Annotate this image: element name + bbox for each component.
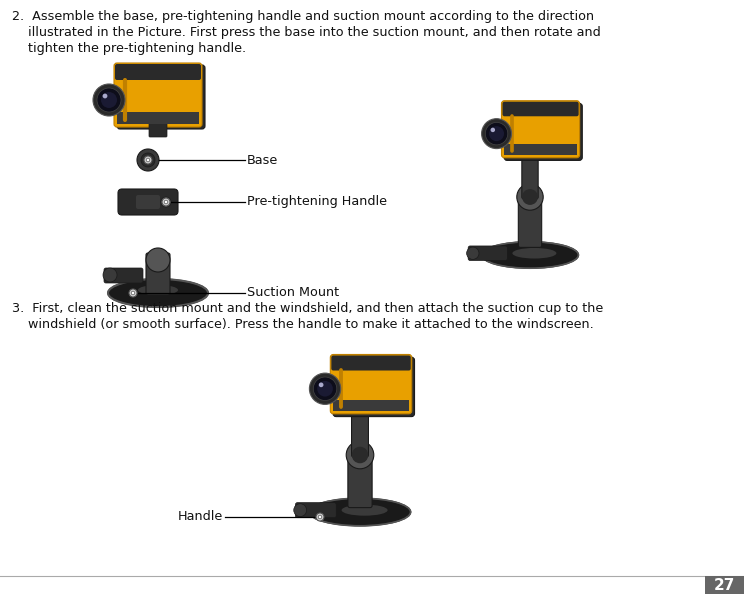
Circle shape [490,128,495,132]
Circle shape [346,441,373,469]
Circle shape [313,377,337,400]
Circle shape [141,153,155,167]
Circle shape [294,504,307,517]
FancyBboxPatch shape [468,246,507,261]
Circle shape [161,197,171,207]
Ellipse shape [513,248,557,258]
Bar [504,144,577,155]
Ellipse shape [108,279,208,307]
Ellipse shape [481,242,578,268]
Circle shape [352,447,368,463]
Circle shape [103,268,117,282]
Circle shape [310,373,341,405]
Ellipse shape [341,505,388,516]
Circle shape [485,122,507,145]
Circle shape [317,381,333,397]
FancyBboxPatch shape [104,268,143,283]
FancyBboxPatch shape [333,357,414,416]
Circle shape [131,291,135,295]
Circle shape [146,248,170,272]
Circle shape [164,200,168,204]
FancyBboxPatch shape [352,412,368,457]
Text: tighten the pre-tightening handle.: tighten the pre-tightening handle. [12,42,246,55]
FancyBboxPatch shape [136,195,160,209]
Circle shape [97,88,121,112]
FancyBboxPatch shape [522,156,538,199]
Circle shape [101,92,117,108]
FancyBboxPatch shape [519,200,542,247]
FancyBboxPatch shape [331,355,411,371]
FancyBboxPatch shape [295,503,336,518]
Bar [705,576,744,594]
Circle shape [318,515,322,519]
Text: windshield (or smooth surface). Press the handle to make it attached to the wind: windshield (or smooth surface). Press th… [12,318,594,331]
Text: Base: Base [247,153,278,166]
Text: 27: 27 [713,577,734,592]
Text: Pre-tightening Handle: Pre-tightening Handle [247,195,387,208]
Circle shape [517,184,543,210]
Text: illustrated in the Picture. First press the base into the suction mount, and the: illustrated in the Picture. First press … [12,26,600,39]
Circle shape [162,198,170,206]
FancyBboxPatch shape [115,64,201,80]
Circle shape [144,156,152,164]
Bar [333,400,408,411]
Circle shape [316,513,324,521]
FancyBboxPatch shape [348,457,372,508]
Circle shape [93,84,125,116]
Ellipse shape [310,498,411,526]
Circle shape [103,94,107,99]
FancyBboxPatch shape [118,189,178,215]
Circle shape [318,383,324,387]
Circle shape [129,289,137,297]
Text: 3.  First, clean the suction mount and the windshield, and then attach the sucti: 3. First, clean the suction mount and th… [12,302,603,315]
Text: Handle: Handle [178,510,223,523]
Circle shape [466,247,479,260]
FancyBboxPatch shape [501,101,580,158]
Circle shape [522,189,538,205]
Circle shape [489,126,504,141]
Circle shape [481,119,512,148]
FancyBboxPatch shape [117,65,205,129]
FancyBboxPatch shape [330,355,411,414]
Text: Suction Mount: Suction Mount [247,286,339,299]
FancyBboxPatch shape [504,103,583,160]
FancyBboxPatch shape [146,253,170,295]
FancyBboxPatch shape [149,121,167,137]
Circle shape [147,158,150,162]
FancyBboxPatch shape [502,102,579,116]
Bar [117,112,199,124]
Ellipse shape [138,285,178,295]
FancyBboxPatch shape [114,63,202,127]
Circle shape [137,149,159,171]
Text: 2.  Assemble the base, pre-tightening handle and suction mount according to the : 2. Assemble the base, pre-tightening han… [12,10,594,23]
